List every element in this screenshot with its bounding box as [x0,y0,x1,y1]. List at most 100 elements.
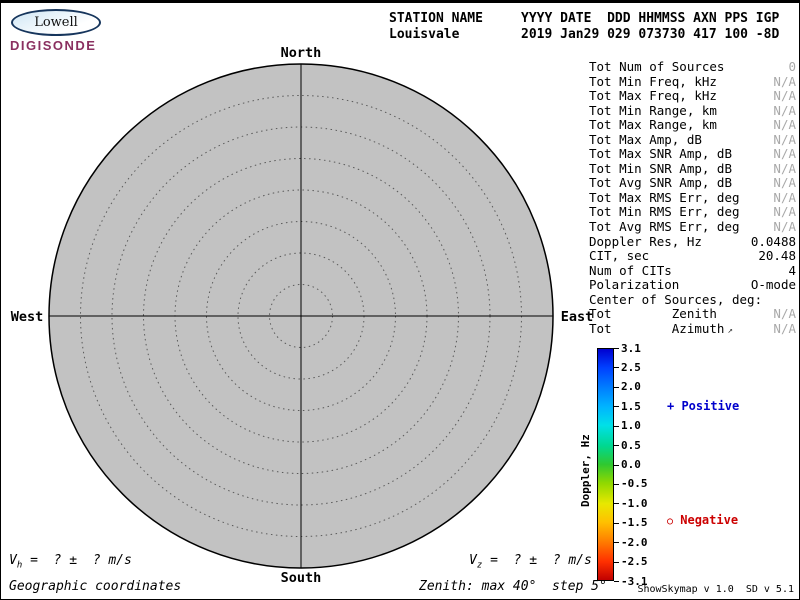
stat-label: Tot Min Range, km [589,102,717,118]
compass-north-label: North [280,45,322,61]
vh-symbol: V [9,553,17,568]
station-name-label: STATION NAME [389,11,483,26]
colorbar-tick-label: 0.0 [621,458,641,471]
positive-doppler-legend: + Positive [667,399,739,413]
stat-row: Tot Min RMS Err, deg N/A [589,205,796,220]
stat-label: Tot Avg RMS Err, deg [589,219,740,235]
stat-row: Tot Max SNR Amp, dB N/A [589,147,796,162]
compass-south-label: South [280,570,322,586]
stat-row: Tot Max Amp, dB N/A [589,131,796,148]
stat-value: N/A [773,175,796,191]
station-header: STATION NAME Louisvale [389,11,483,43]
zenith-scale-caption: Zenith: max 40° step 5° [419,579,607,594]
stat-label: Tot Max RMS Err, deg [589,189,740,205]
stat-value: 0 [788,59,796,74]
colorbar-tickmark [614,348,619,349]
stat-row: Tot Min SNR Amp, dB N/A [589,160,796,177]
positive-label: Positive [674,399,740,413]
stat-value: 0.0488 [750,233,796,249]
stat-label: Tot Max SNR Amp, dB [589,146,732,162]
colorbar-tickmark [614,406,619,407]
colorbar-tick-label: -3.1 [621,575,648,588]
stat-label: Tot Max Range, km [589,117,717,133]
stat-row: Tot Max Range, km N/A [589,118,796,133]
colorbar-tickmark [614,445,619,446]
compass-east-label: East [560,309,594,325]
negative-label: Negative [673,513,739,527]
version-caption: ShowSkymap v 1.0 SD v 5.1 [637,584,794,595]
vz-symbol: V [469,553,477,568]
stat-label: Tot Num of Sources [589,59,725,74]
stat-value: N/A [773,204,796,220]
colorbar-tickmark [614,523,619,524]
stat-value: N/A [773,146,796,162]
stat-row: Tot Max Freq, kHz N/A [589,89,796,104]
stat-value: N/A [773,73,796,89]
stat-label: Tot Azimuth [589,320,725,336]
stat-row: Tot Min Freq, kHz N/A [589,73,796,90]
totals-stats-panel: Tot Num of Sources 0 Tot Min Freq, kHz N/A… [589,59,796,337]
plus-icon: + [667,399,675,413]
colorbar-tick-label: -0.5 [621,477,648,490]
vz-value: = ? ± ? m/s [482,553,592,568]
stat-row: Doppler Res, Hz 0.0488 [589,233,796,250]
colorbar-tickmark [614,387,619,388]
datetime-fields-label: YYYY DATE DDD HHMMSS AXN PPS IGP [521,11,780,26]
stat-value: N/A [773,131,796,147]
stat-label: Tot Min Freq, kHz [589,73,717,89]
stat-row: Polarization O-mode [589,278,796,293]
stat-label: Tot Avg SNR Amp, dB [589,175,732,191]
stat-row: Tot Min Range, km N/A [589,102,796,119]
colorbar-tickmark [614,562,619,563]
circle-icon: ○ [667,516,674,527]
datetime-fields-value: 2019 Jan29 029 073730 417 100 -8D [521,27,780,42]
colorbar-axis-label: Doppler, Hz [579,434,592,507]
stat-value: N/A [773,306,796,322]
stat-value: N/A [773,117,796,133]
stat-value: N/A [773,320,796,336]
stat-row: Tot Azimuth ↗ N/A [589,320,796,337]
stat-value: 4 [788,262,796,278]
colorbar-tickmark [614,542,619,543]
lowell-logo-text: Lowell [34,15,78,30]
skymap-plot [48,63,554,569]
colorbar-tick-label: -2.5 [621,555,648,568]
doppler-colorbar [597,348,614,581]
digisonde-brand: DIGISONDE [10,38,97,53]
vh-velocity-readout: Vh = ? ± ? m/s [9,553,132,571]
stat-value: N/A [773,102,796,118]
colorbar-tick-label: 2.0 [621,380,641,393]
colorbar-tick-label: -2.0 [621,536,648,549]
stat-row: Tot Max RMS Err, deg N/A [589,189,796,206]
stat-label: Num of CITs [589,262,672,278]
stat-row: Tot Num of Sources 0 [589,59,796,75]
colorbar-tick-label: 0.5 [621,439,641,452]
stat-row: Tot Zenith N/A [589,307,796,322]
stat-label: Tot Zenith [589,306,717,322]
stat-value: N/A [773,88,796,104]
vz-subscript: z [476,560,483,571]
stat-label: Tot Max Freq, kHz [589,88,717,104]
colorbar-tick-label: 2.5 [621,361,641,374]
colorbar-tickmark [614,581,619,582]
stat-row: Tot Avg RMS Err, deg N/A [589,219,796,235]
colorbar-tick-label: -1.5 [621,516,648,529]
stat-value: N/A [773,219,796,235]
stat-label: Tot Min SNR Amp, dB [589,160,732,176]
colorbar-tickmark [614,367,619,368]
station-name-value: Louisvale [389,27,460,42]
stat-label: Tot Min RMS Err, deg [589,204,740,220]
stat-value: N/A [773,189,796,205]
colorbar-tickmark [614,503,619,504]
stat-label: Center of Sources, deg: [589,291,763,307]
vz-velocity-readout: Vz = ? ± ? m/s [469,553,592,571]
azimuth-mark-icon: ↗ [727,325,733,336]
datetime-header: YYYY DATE DDD HHMMSS AXN PPS IGP 2019 Jan… [521,11,779,43]
stat-label: CIT, sec [589,248,650,264]
stat-value: N/A [773,160,796,176]
stat-value: 20.48 [758,248,796,264]
vh-value: = ? ± ? m/s [22,553,132,568]
stat-label: Doppler Res, Hz [589,233,702,249]
colorbar-tick-label: 1.0 [621,419,641,432]
